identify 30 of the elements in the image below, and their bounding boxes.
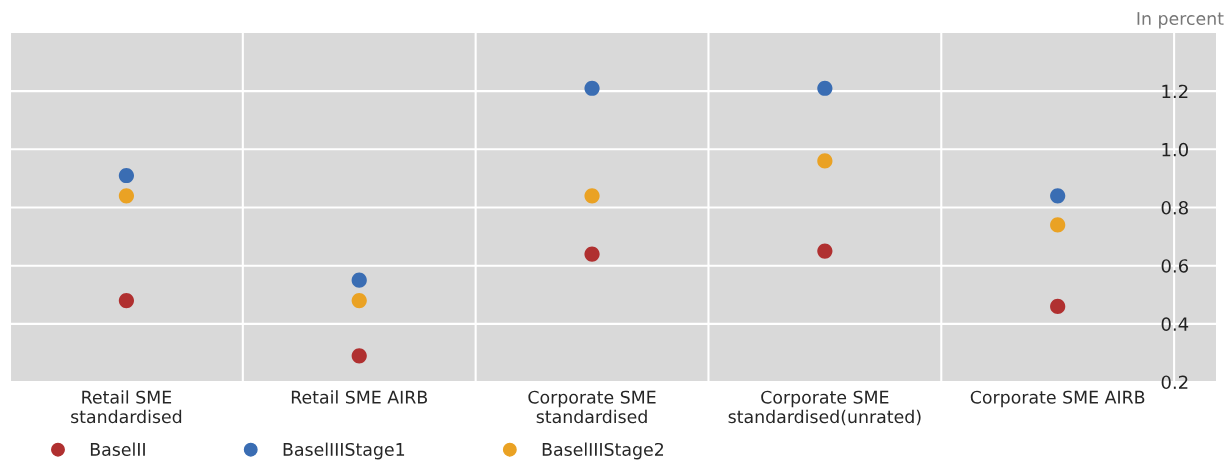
- legend-label: BaselIIIStage2: [542, 442, 664, 460]
- point: [351, 272, 367, 288]
- y-tick-label: 1.2: [1162, 84, 1188, 99]
- point: [1050, 298, 1066, 314]
- x-tick-label: Corporate SME AIRB: [970, 390, 1145, 408]
- point: [817, 243, 833, 259]
- point: [351, 292, 367, 309]
- point: [118, 167, 135, 184]
- x-tick-label: Retail SME AIRB: [291, 390, 428, 404]
- legend-label: BaselII: [90, 442, 145, 457]
- y-tick-label: 0.2: [1161, 375, 1188, 390]
- point: [1050, 188, 1066, 204]
- y-tick-label: 0.4: [1161, 317, 1189, 331]
- x-tick-label: Retail SME standardised: [71, 390, 182, 424]
- point: [584, 188, 600, 204]
- point: [118, 292, 135, 309]
- y-tick-label: 0.6: [1161, 259, 1189, 273]
- point: [1050, 217, 1066, 233]
- point: [817, 80, 833, 96]
- text: In percent: [1137, 12, 1224, 29]
- point: [817, 153, 833, 169]
- x-tick-label: Corporate SME standardised: [528, 390, 656, 424]
- y-tick-label: 1.0: [1162, 142, 1188, 157]
- point: [118, 188, 135, 204]
- y-tick-label: 0.8: [1161, 200, 1188, 215]
- point: [351, 348, 367, 364]
- point: [584, 246, 600, 262]
- x-tick-label: Corporate SME standardised(unrated): [728, 390, 921, 426]
- legend-label: BaselIIIStage1: [283, 442, 405, 460]
- point: [584, 80, 600, 96]
